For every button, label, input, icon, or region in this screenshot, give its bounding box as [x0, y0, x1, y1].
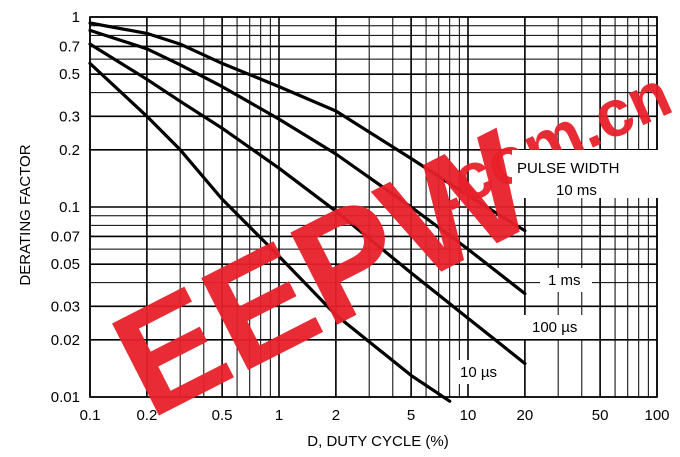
- y-tick-label: 0.1: [59, 199, 80, 216]
- x-tick-labels: 0.1 0.2 0.5 1 2 5 10 20 50 100: [80, 407, 670, 424]
- y-tick-label: 1: [72, 9, 80, 26]
- y-tick-label: 0.5: [59, 66, 80, 83]
- series-label-bg: [524, 315, 594, 339]
- x-tick-label: 2: [332, 407, 340, 424]
- x-tick-label: 20: [517, 407, 534, 424]
- series-label-bg: [540, 268, 592, 292]
- y-tick-label: 0.2: [59, 142, 80, 159]
- y-tick-label: 0.05: [51, 256, 80, 273]
- y-tick-labels: 0.01 0.02 0.03 0.05 0.07 0.1 0.2 0.3 0.5 0.7 1: [51, 9, 80, 406]
- series-label-1: 1 ms: [548, 272, 581, 289]
- series-label-3: 10 µs: [460, 364, 497, 381]
- x-tick-label: 0.1: [80, 407, 101, 424]
- x-tick-label: 0.2: [136, 407, 157, 424]
- series-layer: [88, 21, 527, 403]
- series-line-0: [88, 21, 527, 233]
- series-label-0: 10 ms: [556, 182, 597, 199]
- y-tick-label: 0.3: [59, 108, 80, 125]
- y-axis-title: DERATING FACTOR: [17, 144, 34, 285]
- watermark-domain: .com.cn: [424, 56, 680, 225]
- x-tick-label: 50: [592, 407, 609, 424]
- x-tick-label: 0.5: [212, 407, 233, 424]
- y-tick-label: 0.01: [51, 389, 80, 406]
- x-tick-label: 100: [644, 407, 669, 424]
- x-tick-label: 10: [460, 407, 477, 424]
- y-tick-label: 0.03: [51, 298, 80, 315]
- plot-frame: [89, 16, 658, 398]
- x-tick-label: 1: [275, 407, 283, 424]
- x-tick-label: 5: [407, 407, 415, 424]
- y-tick-label: 0.7: [59, 38, 80, 55]
- series-line-3: [88, 61, 452, 403]
- legend-title-bg: [512, 150, 660, 198]
- series-label-bg: [452, 360, 513, 384]
- y-tick-label: 0.07: [51, 228, 80, 245]
- series-labels: 10 ms 1 ms 100 µs 10 µs: [452, 182, 597, 384]
- series-line-2: [88, 42, 527, 366]
- legend-title: PULSE WIDTH: [517, 160, 620, 177]
- y-tick-label: 0.02: [51, 332, 80, 349]
- series-label-2: 100 µs: [532, 319, 577, 336]
- series-line-1: [88, 28, 527, 296]
- x-axis-title: D, DUTY CYCLE (%): [307, 433, 448, 450]
- watermark: EEPW.com.cn: [88, 56, 680, 449]
